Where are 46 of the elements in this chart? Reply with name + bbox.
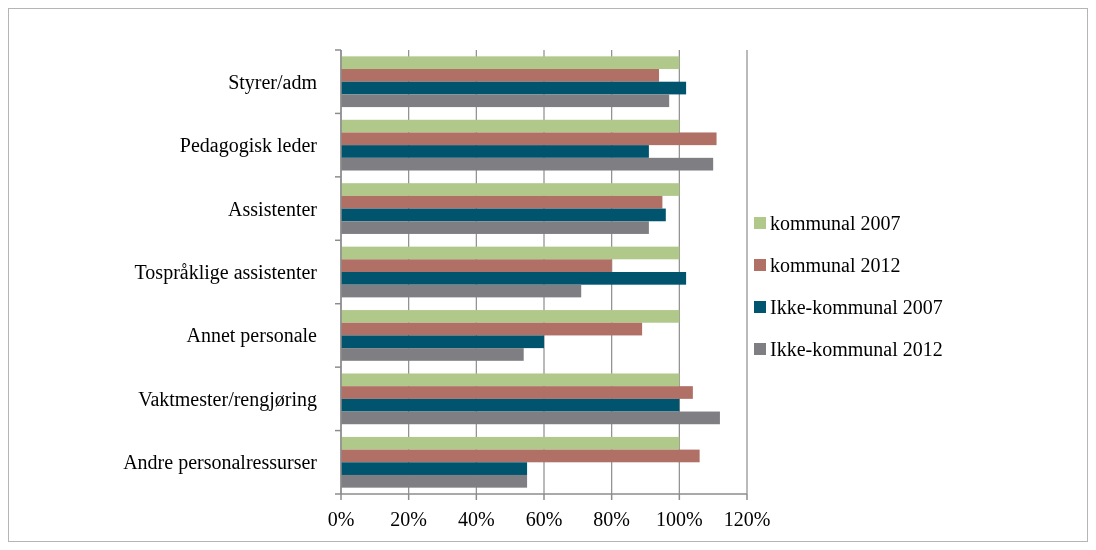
- bar: [341, 69, 660, 82]
- bar: [341, 310, 680, 323]
- bar: [341, 348, 524, 361]
- x-tick-label: 120%: [723, 508, 771, 530]
- y-tick-label: Annet personale: [186, 324, 318, 348]
- legend-label: kommunal 2012: [770, 254, 901, 276]
- bar: [341, 94, 670, 108]
- bar: [341, 157, 714, 171]
- bar: [341, 246, 680, 260]
- bar: [341, 449, 700, 463]
- bar: [341, 56, 680, 70]
- bar: [341, 335, 544, 349]
- bar: [341, 183, 680, 196]
- x-tick-label: 80%: [593, 508, 630, 530]
- y-tick-label: Tospråklige assistenter: [134, 261, 318, 284]
- x-tick-label: 0%: [327, 508, 355, 530]
- legend-label: kommunal 2007: [770, 212, 901, 234]
- bar: [341, 386, 693, 399]
- bar: [341, 411, 720, 425]
- bar: [341, 462, 528, 475]
- bar: [341, 322, 643, 336]
- x-tick-label: 100%: [656, 508, 703, 530]
- y-tick-label: Pedagogisk leder: [179, 134, 318, 158]
- bar: [341, 195, 663, 209]
- bar: [341, 474, 528, 488]
- bar: [341, 259, 612, 272]
- bar: [341, 81, 687, 95]
- x-tick-label: 20%: [390, 508, 427, 530]
- y-tick-label: Vaktmester/rengjøring: [138, 387, 317, 411]
- x-tick-label: 40%: [458, 508, 495, 530]
- bar: [341, 119, 680, 133]
- y-tick-label: Assistenter: [228, 197, 318, 220]
- bar: [341, 436, 680, 450]
- bar: [341, 132, 717, 146]
- y-tick-label: Andre personalressurser: [123, 451, 318, 475]
- bar: [341, 284, 582, 298]
- bar: [341, 208, 666, 222]
- legend-label: Ikke-kommunal 2012: [770, 338, 943, 360]
- bar: [341, 272, 687, 285]
- x-tick-label: 60%: [525, 508, 563, 530]
- bar: [341, 221, 649, 234]
- y-tick-label: Styrer/adm: [228, 70, 318, 94]
- legend-label: Ikke-kommunal 2007: [770, 296, 943, 318]
- bar: [341, 145, 649, 158]
- bar: [341, 373, 680, 387]
- bar: [341, 398, 680, 412]
